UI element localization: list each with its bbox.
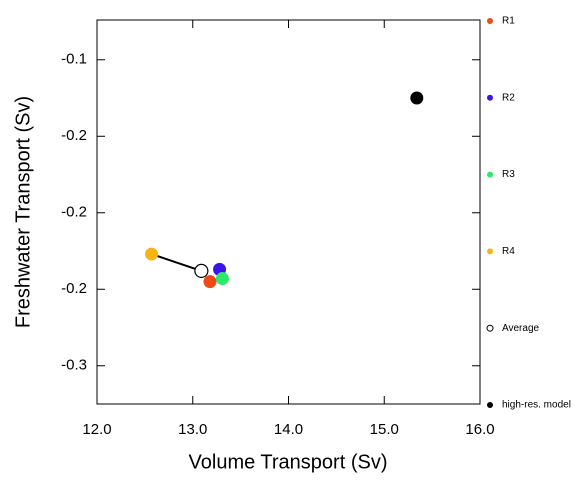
x-tick-label: 14.0 <box>274 421 303 438</box>
legend-marker <box>487 248 493 255</box>
legend-label: R4 <box>502 246 515 257</box>
x-axis-label: Volume Transport (Sv) <box>189 451 388 473</box>
y-tick-label: -0.2 <box>61 280 87 297</box>
x-tick-label: 16.0 <box>465 421 494 438</box>
x-tick-label: 13.0 <box>178 421 207 438</box>
legend-marker <box>487 402 493 408</box>
x-tick-label: 15.0 <box>370 421 399 438</box>
legend-marker <box>486 324 494 332</box>
connector-line <box>151 253 202 272</box>
point <box>215 272 229 286</box>
point <box>410 91 424 105</box>
y-tick-label: -0.2 <box>61 204 87 221</box>
y-tick-label: -0.1 <box>61 51 87 68</box>
legend-label: R1 <box>502 16 515 27</box>
legend-label: high-res. model <box>502 400 571 411</box>
legend-marker <box>487 18 493 24</box>
plot-frame <box>96 19 481 405</box>
y-tick-label: -0.3 <box>61 357 87 374</box>
y-axis-label: Freshwater Transport (Sv) <box>12 96 34 328</box>
point <box>194 263 209 279</box>
point <box>145 247 159 261</box>
x-tick-label: 12.0 <box>82 421 111 438</box>
y-tick-label: -0.2 <box>61 127 87 144</box>
legend-marker <box>487 94 493 101</box>
legend-label: R2 <box>502 92 515 103</box>
point <box>203 275 217 289</box>
legend-marker <box>487 171 493 178</box>
legend-label: R3 <box>502 169 515 180</box>
legend-label: Average <box>502 323 540 334</box>
